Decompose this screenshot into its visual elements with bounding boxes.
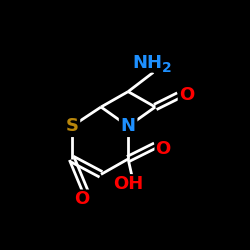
Text: O: O <box>156 140 170 158</box>
Text: 2: 2 <box>162 62 172 76</box>
Text: O: O <box>74 190 89 208</box>
Text: OH: OH <box>113 175 143 193</box>
Text: NH: NH <box>132 54 162 72</box>
Text: N: N <box>120 117 136 135</box>
Text: S: S <box>66 117 78 135</box>
Text: O: O <box>178 86 194 104</box>
